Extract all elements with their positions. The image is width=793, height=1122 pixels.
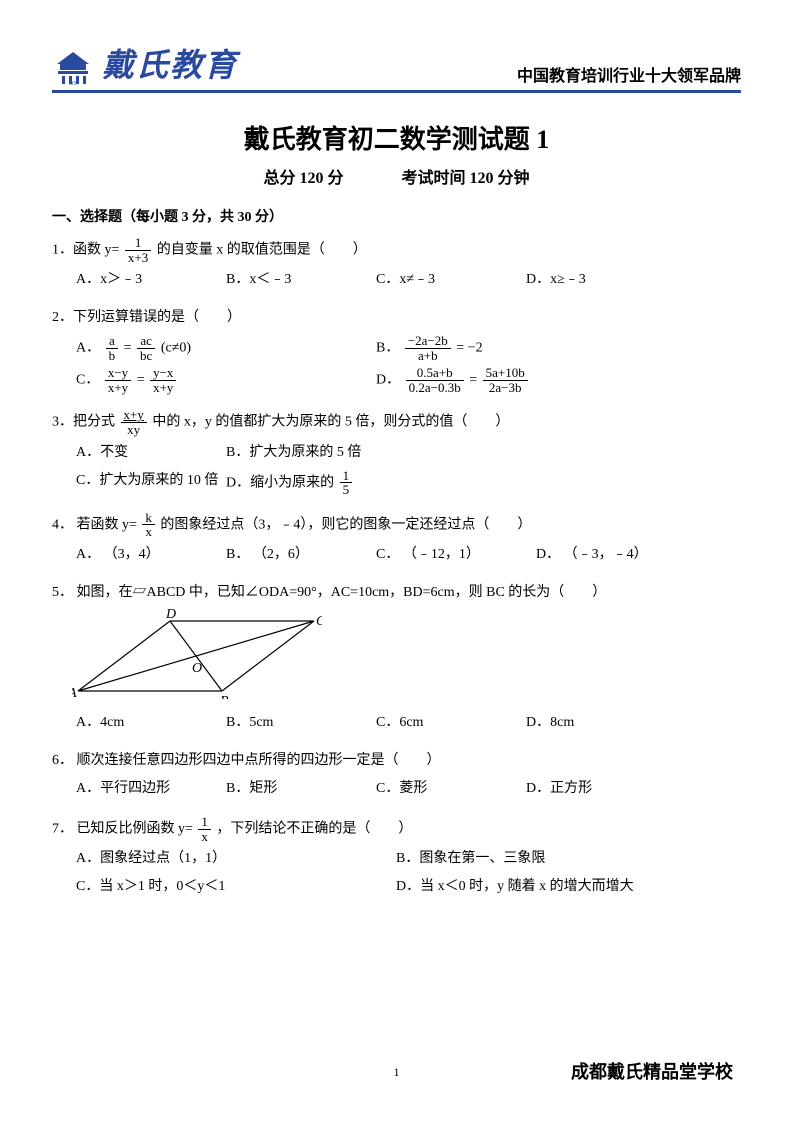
q6-opt-d: D．正方形 xyxy=(526,777,676,801)
q4-opt-b: B． （2，6） xyxy=(226,543,376,567)
q2-opt-b: B． −2a−2ba+b = −2 xyxy=(376,334,676,362)
q2-options: A． ab = acbc (c≠0) B． −2a−2ba+b = −2 C． … xyxy=(52,334,741,399)
q7-options: A．图象经过点（1，1） B．图象在第一、三象限 C．当 x＞1 时，0＜y＜1… xyxy=(52,847,741,903)
q7-opt-b: B．图象在第一、三象限 xyxy=(396,847,716,871)
svg-text:DS: DS xyxy=(69,81,77,86)
page-header: DS 戴氏教育 中国教育培训行业十大领军品牌 xyxy=(52,40,741,93)
q3-options: A．不变 B．扩大为原来的 5 倍 C．扩大为原来的 10 倍 D．缩小为原来的… xyxy=(52,441,741,501)
brand-text: 戴氏教育 xyxy=(102,40,238,86)
question-7: 7． 已知反比例函数 y= 1x ，下列结论不正确的是（ ） A．图象经过点（1… xyxy=(52,815,741,903)
question-4: 4． 若函数 y= kx 的图象经过点（3，﹣4），则它的图象一定还经过点（ ）… xyxy=(52,511,741,571)
page-container: DS 戴氏教育 中国教育培训行业十大领军品牌 戴氏教育初二数学测试题 1 总分 … xyxy=(0,0,793,943)
q1-opt-b: B．x＜﹣3 xyxy=(226,268,376,292)
svg-text:B: B xyxy=(220,694,229,699)
q7-opt-c: C．当 x＞1 时，0＜y＜1 xyxy=(76,875,396,899)
q5-opt-d: D．8cm xyxy=(526,711,676,735)
q2-opt-c: C． x−yx+y = y−xx+y xyxy=(76,366,376,394)
parallelogram-icon: A B C D O xyxy=(72,609,322,699)
q5-opt-c: C．6cm xyxy=(376,711,526,735)
q5-opt-a: A．4cm xyxy=(76,711,226,735)
question-1: 1．函数 y= 1 x+3 的自变量 x 的取值范围是（ ） A．x＞﹣3 B．… xyxy=(52,236,741,296)
q4-opt-d: D． （﹣3，﹣4） xyxy=(536,543,696,567)
svg-text:D: D xyxy=(165,609,176,622)
q5-stem: 5． 如图，在▱ABCD 中，已知∠ODA=90°，AC=10cm，BD=6cm… xyxy=(52,581,741,605)
q3-opt-a: A．不变 xyxy=(76,441,226,465)
q2-stem: 2．下列运算错误的是（ ） xyxy=(52,306,741,330)
q7-stem: 7． 已知反比例函数 y= 1x ，下列结论不正确的是（ ） xyxy=(52,815,741,843)
q1-prefix: 1．函数 y= xyxy=(52,242,119,257)
q6-opt-b: B．矩形 xyxy=(226,777,376,801)
q6-opt-c: C．菱形 xyxy=(376,777,526,801)
svg-text:A: A xyxy=(72,686,77,699)
q3-stem: 3．把分式 x+yxy 中的 x，y 的值都扩大为原来的 5 倍，则分式的值（ … xyxy=(52,408,741,436)
q7-opt-d: D．当 x＜0 时，y 随着 x 的增大而增大 xyxy=(396,875,716,899)
question-3: 3．把分式 x+yxy 中的 x，y 的值都扩大为原来的 5 倍，则分式的值（ … xyxy=(52,408,741,500)
q4-options: A． （3，4） B． （2，6） C． （﹣12，1） D． （﹣3，﹣4） xyxy=(52,543,741,571)
q1-fraction: 1 x+3 xyxy=(125,236,151,264)
q1-opt-a: A．x＞﹣3 xyxy=(76,268,226,292)
q3-opt-b: B．扩大为原来的 5 倍 xyxy=(226,441,646,465)
q1-opt-c: C．x≠﹣3 xyxy=(376,268,526,292)
svg-text:C: C xyxy=(316,614,322,629)
q6-opt-a: A．平行四边形 xyxy=(76,777,226,801)
q1-options: A．x＞﹣3 B．x＜﹣3 C．x≠﹣3 D．x≥﹣3 xyxy=(52,268,741,296)
brand-logo-icon: DS xyxy=(52,50,94,86)
q4-stem: 4． 若函数 y= kx 的图象经过点（3，﹣4），则它的图象一定还经过点（ ） xyxy=(52,511,741,539)
q5-diagram: A B C D O xyxy=(72,609,741,708)
q7-opt-a: A．图象经过点（1，1） xyxy=(76,847,396,871)
total-score: 总分 120 分 xyxy=(263,170,343,187)
q3-opt-d: D．缩小为原来的 15 xyxy=(226,469,526,497)
q1-opt-d: D．x≥﹣3 xyxy=(526,268,676,292)
question-6: 6． 顺次连接任意四边形四边中点所得的四边形一定是（ ） A．平行四边形 B．矩… xyxy=(52,749,741,805)
exam-title: 戴氏教育初二数学测试题 1 xyxy=(52,119,741,156)
q3-opt-c: C．扩大为原来的 10 倍 xyxy=(76,469,226,497)
exam-subtitle: 总分 120 分 考试时间 120 分钟 xyxy=(52,164,741,188)
q1-suffix: 的自变量 x 的取值范围是（ ） xyxy=(157,242,367,257)
q1-stem: 1．函数 y= 1 x+3 的自变量 x 的取值范围是（ ） xyxy=(52,236,741,264)
header-tagline: 中国教育培训行业十大领军品牌 xyxy=(517,62,741,86)
q6-options: A．平行四边形 B．矩形 C．菱形 D．正方形 xyxy=(52,777,741,805)
svg-text:O: O xyxy=(192,661,202,676)
brand-block: DS 戴氏教育 xyxy=(52,40,238,86)
question-2: 2．下列运算错误的是（ ） A． ab = acbc (c≠0) B． −2a−… xyxy=(52,306,741,398)
q2-opt-a: A． ab = acbc (c≠0) xyxy=(76,334,376,362)
q6-stem: 6． 顺次连接任意四边形四边中点所得的四边形一定是（ ） xyxy=(52,749,741,773)
q5-options: A．4cm B．5cm C．6cm D．8cm xyxy=(52,711,741,739)
q4-opt-c: C． （﹣12，1） xyxy=(376,543,536,567)
q5-opt-b: B．5cm xyxy=(226,711,376,735)
footer-school: 成都戴氏精品堂学校 xyxy=(571,1058,733,1084)
question-5: 5． 如图，在▱ABCD 中，已知∠ODA=90°，AC=10cm，BD=6cm… xyxy=(52,581,741,739)
q4-opt-a: A． （3，4） xyxy=(76,543,226,567)
section-1-heading: 一、选择题（每小题 3 分，共 30 分） xyxy=(52,206,741,226)
q2-opt-d: D． 0.5a+b0.2a−0.3b = 5a+10b2a−3b xyxy=(376,366,676,394)
exam-time: 考试时间 120 分钟 xyxy=(402,170,530,187)
